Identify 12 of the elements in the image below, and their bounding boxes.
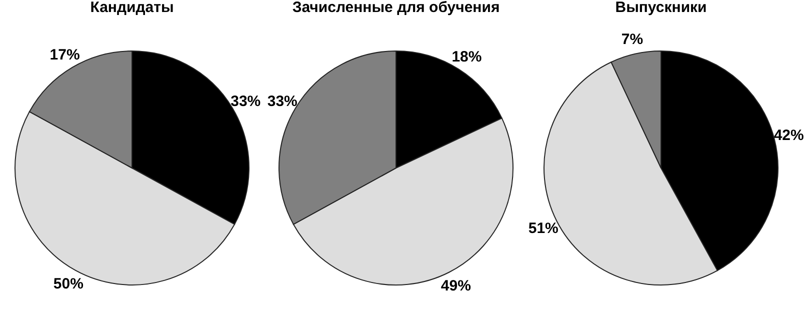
data-label: 49%	[440, 278, 471, 295]
data-label: 33%	[267, 92, 298, 110]
chart-title: Кандидаты	[90, 0, 174, 16]
data-label: 18%	[452, 48, 482, 66]
data-label: 42%	[774, 127, 804, 144]
data-label: 51%	[528, 220, 558, 237]
data-label: 50%	[53, 276, 84, 293]
chart-title: Зачисленные для обучения	[292, 0, 500, 16]
chart-title: Выпускники	[615, 0, 707, 16]
data-label: 33%	[230, 92, 261, 110]
data-label: 17%	[50, 46, 80, 64]
data-label: 7%	[621, 31, 644, 48]
